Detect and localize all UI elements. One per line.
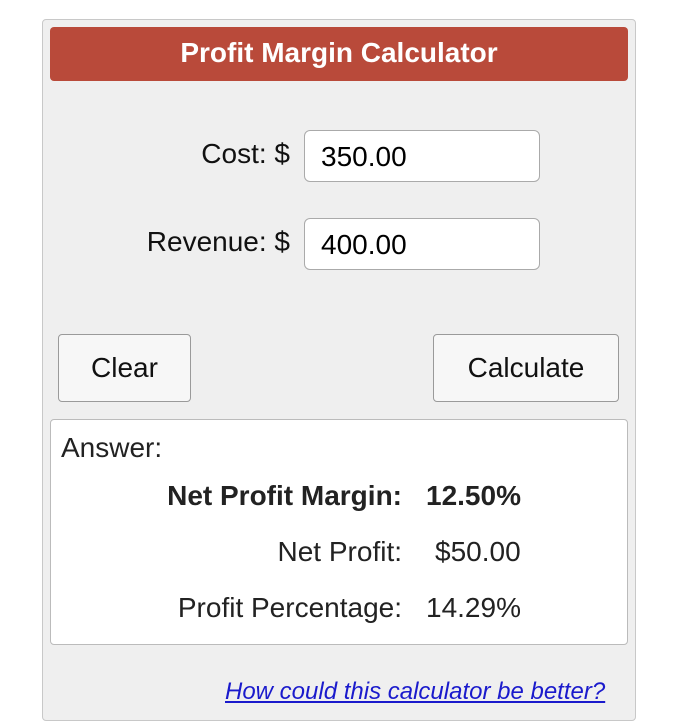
title: Profit Margin Calculator — [50, 27, 628, 81]
clear-button[interactable]: Clear — [58, 334, 191, 402]
answer-value: 12.50% — [426, 480, 521, 511]
answer-heading: Answer: — [61, 432, 163, 463]
answer-box: Answer: Net Profit Margin: 12.50% Net Pr… — [50, 419, 628, 645]
revenue-input[interactable]: 400.00 — [304, 218, 540, 270]
calculate-button[interactable]: Calculate — [433, 334, 619, 402]
answer-key: Profit Percentage: — [177, 592, 402, 623]
answer-value: $50.00 — [435, 536, 521, 567]
cost-label: Cost: $ — [201, 138, 290, 169]
answer-value: 14.29% — [426, 592, 521, 623]
cost-input[interactable]: 350.00 — [304, 130, 540, 182]
answer-key: Net Profit Margin: — [167, 480, 402, 511]
answer-key: Net Profit: — [277, 536, 402, 567]
page: Profit Margin Calculator Cost: $ 350.00 … — [42, 19, 636, 721]
feedback-link[interactable]: How could this calculator be better? — [225, 678, 606, 705]
revenue-label: Revenue: $ — [146, 226, 290, 257]
